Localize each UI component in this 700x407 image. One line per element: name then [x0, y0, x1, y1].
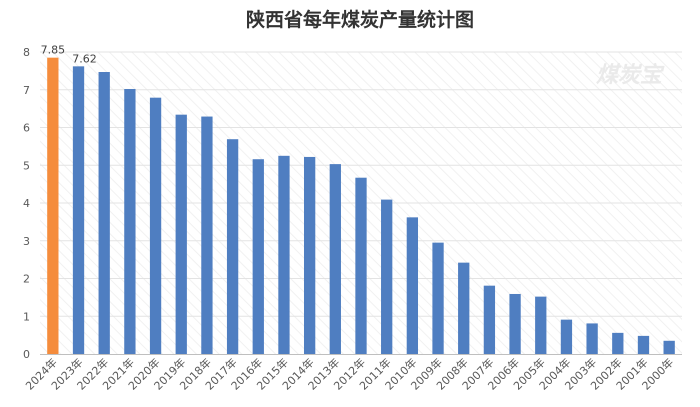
- bar: [432, 242, 444, 354]
- bar: [535, 296, 547, 354]
- bar: [226, 139, 239, 354]
- bar: [149, 97, 162, 355]
- watermark: 煤炭宝: [596, 62, 665, 88]
- bar: [560, 319, 573, 354]
- bar: [637, 335, 650, 354]
- bar: [303, 156, 316, 354]
- bar: [329, 164, 341, 354]
- bar: [586, 323, 598, 354]
- bar: [381, 199, 393, 354]
- bar: [124, 88, 136, 355]
- y-tick-label: 7: [23, 84, 30, 97]
- x-axis: 2024年2023年2022年2021年2020年2019年2018年2017年…: [22, 355, 676, 392]
- bar: [612, 332, 624, 354]
- y-tick-label: 5: [23, 159, 30, 172]
- bar: [278, 155, 290, 354]
- y-tick-label: 3: [23, 235, 30, 248]
- bar: [406, 217, 419, 354]
- bar: [175, 114, 187, 354]
- bar: [483, 285, 496, 354]
- bar: [252, 159, 264, 354]
- y-tick-label: 2: [23, 273, 30, 286]
- chart-title: 陕西省每年煤炭产量统计图: [246, 8, 474, 31]
- data-label: 7.62: [72, 52, 97, 65]
- y-axis: 0 1 2 3 4 5 6 7 8: [23, 46, 30, 361]
- bars: [47, 57, 675, 355]
- bar: [509, 293, 521, 354]
- y-tick-label: 6: [23, 122, 30, 135]
- bar: [458, 262, 470, 354]
- y-tick-label: 8: [23, 46, 30, 59]
- data-labels: 7.85 7.62: [41, 44, 97, 66]
- bar: [201, 116, 213, 355]
- bar: [355, 177, 367, 354]
- bar: [663, 340, 675, 354]
- y-tick-label: 0: [23, 348, 30, 361]
- y-tick-label: 1: [23, 310, 30, 323]
- data-label: 7.85: [41, 44, 66, 57]
- bar: [72, 66, 85, 354]
- bar: [98, 72, 110, 354]
- bar: [47, 57, 59, 354]
- y-tick-label: 4: [23, 197, 30, 210]
